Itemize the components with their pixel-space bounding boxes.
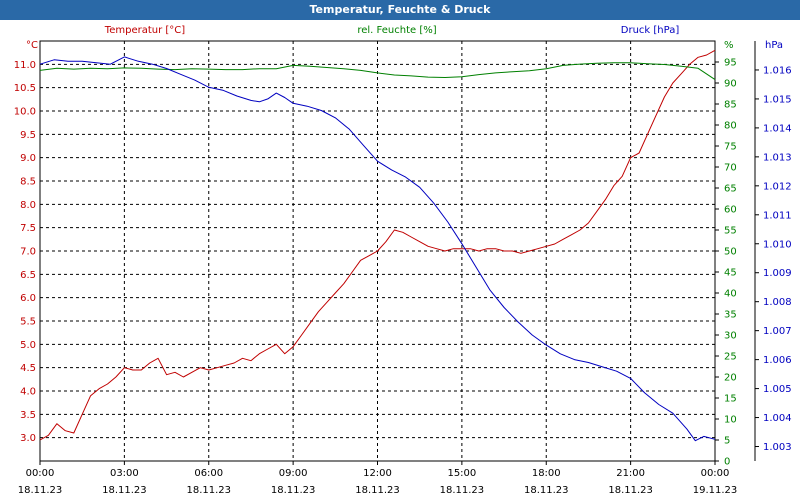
x-tick-date: 18.11.23 (355, 485, 400, 496)
humidity-tick-label: 55 (724, 226, 737, 237)
pressure-tick-label: 1.012 (763, 181, 792, 192)
humidity-tick-label: 90 (724, 79, 737, 90)
x-tick-date: 19.11.23 (693, 485, 738, 496)
humidity-tick-label: 65 (724, 184, 737, 195)
humidity-tick-label: 85 (724, 100, 737, 111)
humidity-tick-label: 30 (724, 331, 737, 342)
x-tick-date: 18.11.23 (608, 485, 653, 496)
humidity-unit: % (724, 40, 734, 51)
series-line-humidity (39, 62, 716, 81)
temperature-tick-label: 10.5 (14, 83, 36, 94)
x-tick-time: 00:00 (26, 468, 55, 479)
x-tick-time: 18:00 (532, 468, 561, 479)
x-tick-date: 18.11.23 (440, 485, 485, 496)
humidity-tick-label: 0 (724, 457, 730, 468)
temperature-axis-label: Temperatur [°C] (104, 25, 185, 36)
humidity-tick-label: 60 (724, 205, 737, 216)
temperature-tick-label: 3.0 (20, 433, 36, 444)
pressure-tick-label: 1.006 (763, 355, 792, 366)
pressure-tick-label: 1.008 (763, 297, 792, 308)
series-line-pressure (39, 56, 716, 442)
x-tick-time: 15:00 (447, 468, 476, 479)
x-tick-date: 18.11.23 (186, 485, 231, 496)
humidity-tick-label: 50 (724, 247, 737, 258)
temperature-tick-label: 9.5 (20, 130, 36, 141)
axes: 00:00 18.11.23 03:00 18.11.23 06:00 18.11.23 0… (14, 25, 792, 496)
pressure-tick-label: 1.011 (763, 210, 792, 221)
x-tick-time: 12:00 (363, 468, 392, 479)
humidity-tick-label: 35 (724, 310, 737, 321)
temperature-tick-label: 8.0 (20, 200, 36, 211)
humidity-tick-label: 15 (724, 394, 737, 405)
humidity-tick-label: 95 (724, 58, 737, 69)
humidity-tick-label: 20 (724, 373, 737, 384)
humidity-tick-label: 25 (724, 352, 737, 363)
humidity-tick-label: 45 (724, 268, 737, 279)
temperature-tick-label: 5.0 (20, 340, 36, 351)
x-tick-time: 03:00 (110, 468, 139, 479)
pressure-unit: hPa (765, 40, 783, 51)
temperature-tick-label: 11.0 (14, 60, 36, 71)
temperature-tick-label: 4.5 (20, 363, 36, 374)
temperature-tick-label: 7.0 (20, 247, 36, 258)
x-tick-time: 21:00 (616, 468, 645, 479)
x-tick-time: 06:00 (194, 468, 223, 479)
humidity-tick-label: 70 (724, 163, 737, 174)
pressure-tick-label: 1.007 (763, 326, 792, 337)
series-line-temperature (39, 49, 716, 441)
temperature-tick-label: 4.0 (20, 387, 36, 398)
temperature-tick-label: 7.5 (20, 223, 36, 234)
x-tick-date: 18.11.23 (271, 485, 316, 496)
pressure-tick-label: 1.009 (763, 268, 792, 279)
pressure-tick-label: 1.015 (763, 94, 792, 105)
temperature-unit: °C (26, 40, 38, 51)
temperature-tick-label: 5.5 (20, 317, 36, 328)
temperature-tick-label: 10.0 (14, 107, 36, 118)
temperature-tick-label: 6.0 (20, 293, 36, 304)
pressure-axis-label: Druck [hPa] (621, 25, 680, 36)
humidity-axis-label: rel. Feuchte [%] (357, 25, 436, 36)
pressure-tick-label: 1.005 (763, 384, 792, 395)
pressure-tick-label: 1.004 (763, 413, 792, 424)
chart-title: Temperatur, Feuchte & Druck (0, 0, 800, 20)
x-tick-time: 09:00 (279, 468, 308, 479)
humidity-tick-label: 5 (724, 436, 730, 447)
series-lines (39, 49, 716, 442)
pressure-tick-label: 1.003 (763, 442, 792, 453)
pressure-tick-label: 1.013 (763, 152, 792, 163)
temperature-tick-label: 9.0 (20, 153, 36, 164)
humidity-tick-label: 10 (724, 415, 737, 426)
temperature-tick-label: 8.5 (20, 177, 36, 188)
x-tick-date: 18.11.23 (18, 485, 63, 496)
humidity-tick-label: 75 (724, 142, 737, 153)
pressure-tick-label: 1.010 (763, 239, 792, 250)
pressure-tick-label: 1.014 (763, 123, 792, 134)
x-tick-time: 00:00 (701, 468, 730, 479)
temperature-tick-label: 3.5 (20, 410, 36, 421)
humidity-tick-label: 40 (724, 289, 737, 300)
temperature-tick-label: 6.5 (20, 270, 36, 281)
humidity-tick-label: 80 (724, 121, 737, 132)
pressure-tick-label: 1.016 (763, 65, 792, 76)
x-tick-date: 18.11.23 (102, 485, 147, 496)
x-tick-date: 18.11.23 (524, 485, 569, 496)
